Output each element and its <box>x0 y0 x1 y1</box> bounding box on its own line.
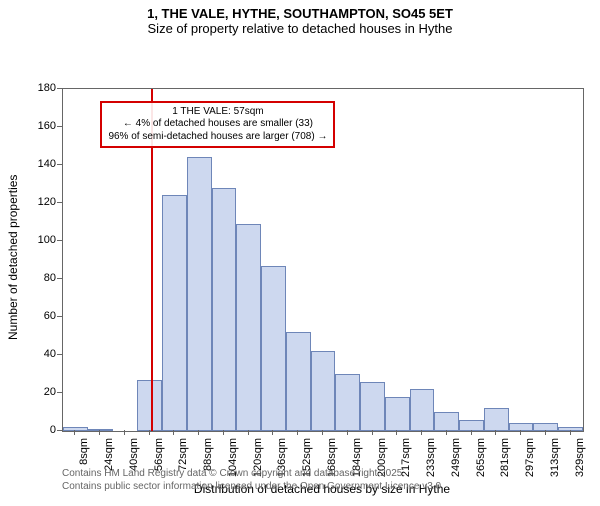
xtick-label: 297sqm <box>524 438 536 477</box>
histogram-bar <box>360 382 385 431</box>
ytick-label: 40 <box>28 348 56 360</box>
xtick-label: 24sqm <box>103 438 115 471</box>
xtick-mark <box>322 430 323 435</box>
ytick-label: 80 <box>28 272 56 284</box>
xtick-mark <box>173 430 174 435</box>
xtick-mark <box>248 430 249 435</box>
xtick-mark <box>570 430 571 435</box>
ytick-mark <box>57 430 62 431</box>
xtick-label: 265sqm <box>475 438 487 477</box>
ytick-label: 20 <box>28 386 56 398</box>
histogram-bar <box>459 420 484 431</box>
ytick-mark <box>57 392 62 393</box>
ytick-label: 120 <box>28 196 56 208</box>
xtick-mark <box>99 430 100 435</box>
xtick-mark <box>297 430 298 435</box>
xtick-mark <box>396 430 397 435</box>
xtick-mark <box>124 430 125 435</box>
histogram-bar <box>335 374 360 431</box>
histogram-bar <box>187 157 212 431</box>
ytick-mark <box>57 164 62 165</box>
annotation-box: 1 THE VALE: 57sqm← 4% of detached houses… <box>100 101 335 149</box>
ytick-mark <box>57 240 62 241</box>
ytick-mark <box>57 126 62 127</box>
chart-title-line2: Size of property relative to detached ho… <box>0 21 600 36</box>
xtick-label: 72sqm <box>177 438 189 471</box>
histogram-bar <box>63 427 88 431</box>
ytick-label: 60 <box>28 310 56 322</box>
histogram-bar <box>385 397 410 431</box>
histogram-bar <box>137 380 162 431</box>
xtick-label: 313sqm <box>549 438 561 477</box>
histogram-bar <box>410 389 435 431</box>
ytick-mark <box>57 202 62 203</box>
xtick-mark <box>545 430 546 435</box>
xtick-mark <box>471 430 472 435</box>
ytick-mark <box>57 88 62 89</box>
ytick-label: 160 <box>28 120 56 132</box>
annotation-line: 96% of semi-detached houses are larger (… <box>108 131 327 144</box>
chart-title-line1: 1, THE VALE, HYTHE, SOUTHAMPTON, SO45 5E… <box>0 6 600 21</box>
xtick-label: 56sqm <box>153 438 165 471</box>
xtick-mark <box>198 430 199 435</box>
histogram-bar <box>212 188 237 431</box>
xtick-mark <box>223 430 224 435</box>
xtick-label: 329sqm <box>574 438 586 477</box>
xtick-label: 233sqm <box>425 438 437 477</box>
ytick-label: 0 <box>28 424 56 436</box>
annotation-line: ← 4% of detached houses are smaller (33) <box>108 118 327 131</box>
xtick-mark <box>446 430 447 435</box>
histogram-bar <box>162 195 187 431</box>
histogram-bar <box>311 351 336 431</box>
histogram-bar <box>286 332 311 431</box>
histogram-bar <box>533 423 558 431</box>
histogram-bar <box>261 266 286 431</box>
histogram-bar <box>236 224 261 431</box>
xtick-mark <box>347 430 348 435</box>
histogram-bar <box>484 408 509 431</box>
xtick-mark <box>74 430 75 435</box>
xtick-mark <box>495 430 496 435</box>
xtick-mark <box>272 430 273 435</box>
ytick-label: 180 <box>28 82 56 94</box>
footnote-line2: Contains public sector information licen… <box>62 481 444 492</box>
xtick-mark <box>520 430 521 435</box>
xtick-label: 88sqm <box>202 438 214 471</box>
xtick-label: 249sqm <box>450 438 462 477</box>
xtick-mark <box>372 430 373 435</box>
xtick-label: 8sqm <box>78 438 90 465</box>
xtick-mark <box>149 430 150 435</box>
y-axis-label: Number of detached properties <box>6 175 20 340</box>
histogram-bar <box>558 427 583 431</box>
xtick-label: 281sqm <box>499 438 511 477</box>
annotation-line: 1 THE VALE: 57sqm <box>108 106 327 119</box>
histogram-bar <box>434 412 459 431</box>
ytick-mark <box>57 278 62 279</box>
plot-area: 1 THE VALE: 57sqm← 4% of detached houses… <box>62 88 584 432</box>
ytick-label: 100 <box>28 234 56 246</box>
ytick-mark <box>57 316 62 317</box>
ytick-label: 140 <box>28 158 56 170</box>
xtick-mark <box>421 430 422 435</box>
footnote-line1: Contains HM Land Registry data © Crown c… <box>62 468 405 479</box>
xtick-label: 40sqm <box>128 438 140 471</box>
ytick-mark <box>57 354 62 355</box>
